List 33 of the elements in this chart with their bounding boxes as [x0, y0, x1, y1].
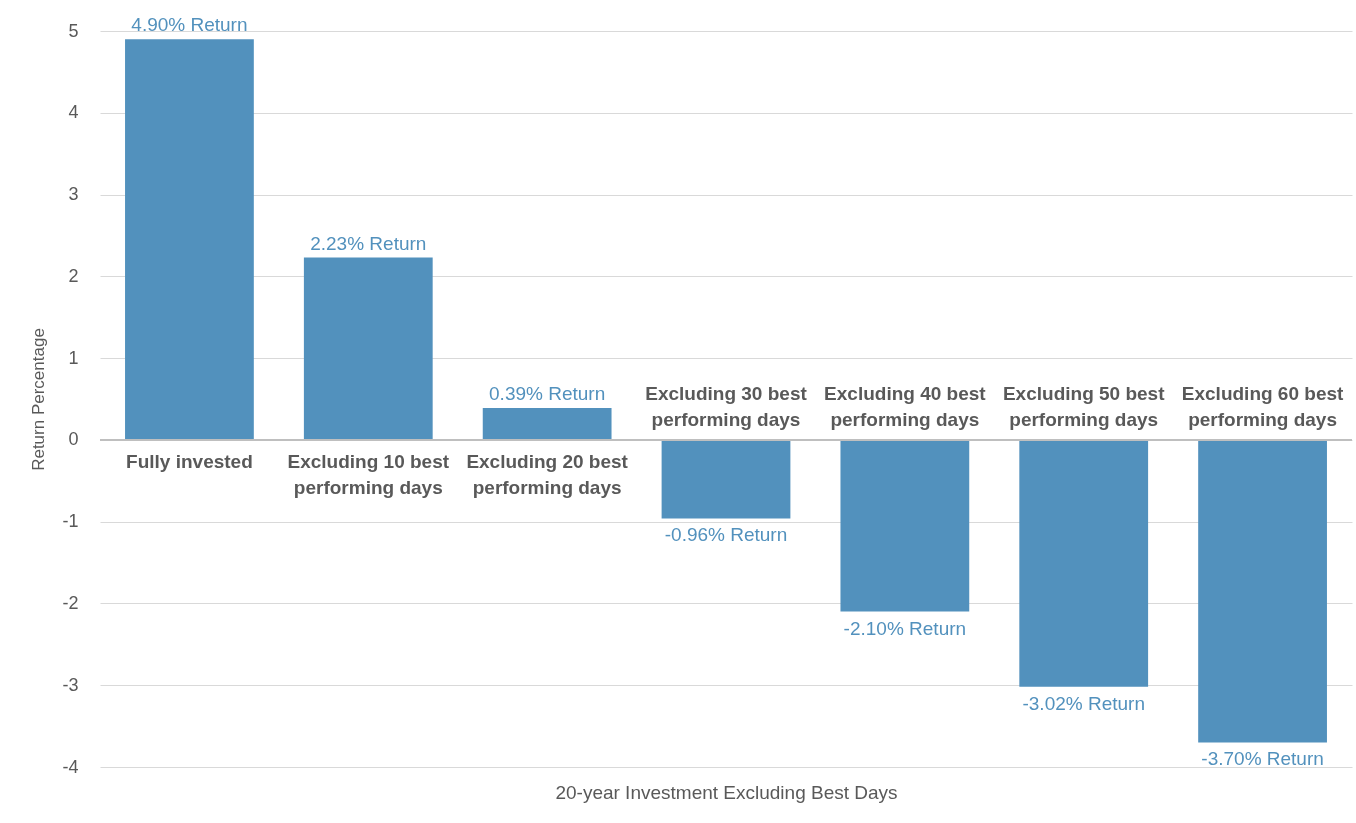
y-tick-label: -1: [62, 511, 79, 532]
y-axis-title: Return Percentage: [29, 328, 49, 471]
y-tick-label: -2: [62, 592, 79, 613]
x-tick-label: Excluding 20 best performing days: [466, 450, 629, 498]
bar: [1198, 439, 1327, 743]
y-tick-label: 3: [68, 184, 79, 205]
x-tick-label: Excluding 50 best performing days: [1002, 382, 1166, 430]
bar: [303, 257, 433, 440]
y-tick-label: -4: [62, 756, 79, 777]
y-tick-label: 2: [68, 265, 79, 286]
x-tick-label: Excluding 30 best performing days: [645, 382, 808, 430]
bar: [1019, 439, 1149, 687]
y-tick-label: 4: [68, 102, 79, 123]
data-label: -2.10% Return: [843, 617, 967, 639]
bar: [661, 439, 791, 519]
data-label: -0.96% Return: [664, 524, 788, 546]
data-label: -3.02% Return: [1022, 692, 1145, 714]
bar: [482, 408, 612, 440]
x-tick-label: Excluding 10 best performing days: [287, 450, 450, 498]
data-label: 2.23% Return: [310, 232, 427, 254]
y-tick-label: -3: [62, 674, 79, 695]
bar: [840, 439, 970, 612]
y-tick-label: 1: [68, 347, 79, 368]
data-label: -3.70% Return: [1201, 748, 1324, 770]
x-axis-title: 20-year Investment Excluding Best Days: [555, 781, 898, 803]
bar: [125, 39, 254, 440]
y-tick-label: 5: [68, 20, 79, 41]
y-tick-label: 0: [68, 429, 79, 450]
x-tick-label: Fully invested: [126, 450, 253, 472]
data-label: 4.90% Return: [131, 14, 248, 36]
data-label: 0.39% Return: [489, 383, 606, 404]
x-tick-label: Excluding 40 best performing days: [824, 382, 987, 430]
x-tick-label: Excluding 60 best performing days: [1181, 382, 1345, 430]
